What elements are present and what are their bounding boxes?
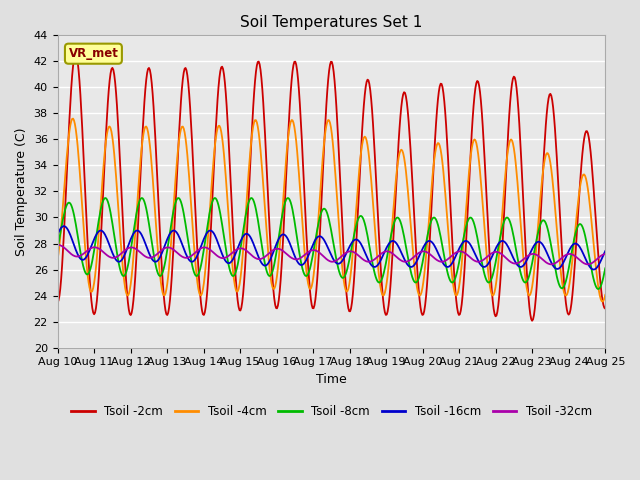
Tsoil -8cm [54,246,61,252]
Tsoil -16cm [152,259,159,264]
Tsoil -4cm [69,116,77,121]
Tsoil -32cm [150,253,158,259]
Tsoil -8cm [303,273,310,279]
Tsoil -4cm [467,152,475,157]
Legend: Tsoil -2cm, Tsoil -4cm, Tsoil -8cm, Tsoil -16cm, Tsoil -32cm: Tsoil -2cm, Tsoil -4cm, Tsoil -8cm, Tsoi… [66,400,596,423]
Tsoil -4cm [598,299,606,304]
Tsoil -2cm [303,228,310,234]
Text: VR_met: VR_met [68,47,118,60]
Tsoil -8cm [420,251,428,256]
Tsoil -4cm [303,267,310,273]
Tsoil -2cm [54,299,61,305]
Tsoil -16cm [195,248,203,254]
Tsoil -4cm [602,292,609,298]
Tsoil -2cm [378,273,385,279]
Tsoil -4cm [54,257,61,263]
Tsoil -16cm [589,267,597,273]
Tsoil -16cm [420,243,428,249]
Tsoil -32cm [54,242,61,248]
Tsoil -4cm [420,272,428,278]
Line: Tsoil -4cm: Tsoil -4cm [58,119,605,301]
Tsoil -2cm [152,135,159,141]
Tsoil -8cm [378,278,385,284]
Tsoil -32cm [466,254,474,260]
Tsoil -16cm [602,248,609,254]
Tsoil -2cm [72,51,79,57]
Tsoil -4cm [378,288,385,294]
Tsoil -8cm [467,215,475,220]
Tsoil -16cm [303,257,310,263]
Tsoil -2cm [195,279,203,285]
Tsoil -16cm [467,242,475,248]
Tsoil -4cm [152,213,159,219]
Tsoil -16cm [378,256,385,262]
Tsoil -32cm [301,252,309,257]
Line: Tsoil -8cm: Tsoil -8cm [58,198,605,289]
Tsoil -16cm [60,223,68,229]
Y-axis label: Soil Temperature (C): Soil Temperature (C) [15,127,28,256]
Tsoil -32cm [376,252,384,257]
Tsoil -8cm [248,195,255,201]
Tsoil -8cm [594,286,602,292]
Tsoil -4cm [195,290,203,296]
Line: Tsoil -16cm: Tsoil -16cm [58,226,605,270]
Tsoil -32cm [602,251,609,257]
Tsoil -32cm [547,262,555,267]
Tsoil -16cm [54,231,61,237]
Tsoil -2cm [420,308,428,314]
Tsoil -8cm [150,256,158,262]
Tsoil -2cm [528,318,536,324]
Line: Tsoil -32cm: Tsoil -32cm [58,245,605,264]
Tsoil -8cm [602,265,609,271]
Title: Soil Temperatures Set 1: Soil Temperatures Set 1 [240,15,422,30]
Tsoil -2cm [467,146,475,152]
Tsoil -8cm [195,272,202,277]
X-axis label: Time: Time [316,373,347,386]
Line: Tsoil -2cm: Tsoil -2cm [58,54,605,321]
Tsoil -32cm [195,247,202,253]
Tsoil -32cm [419,249,427,254]
Tsoil -2cm [602,306,609,312]
